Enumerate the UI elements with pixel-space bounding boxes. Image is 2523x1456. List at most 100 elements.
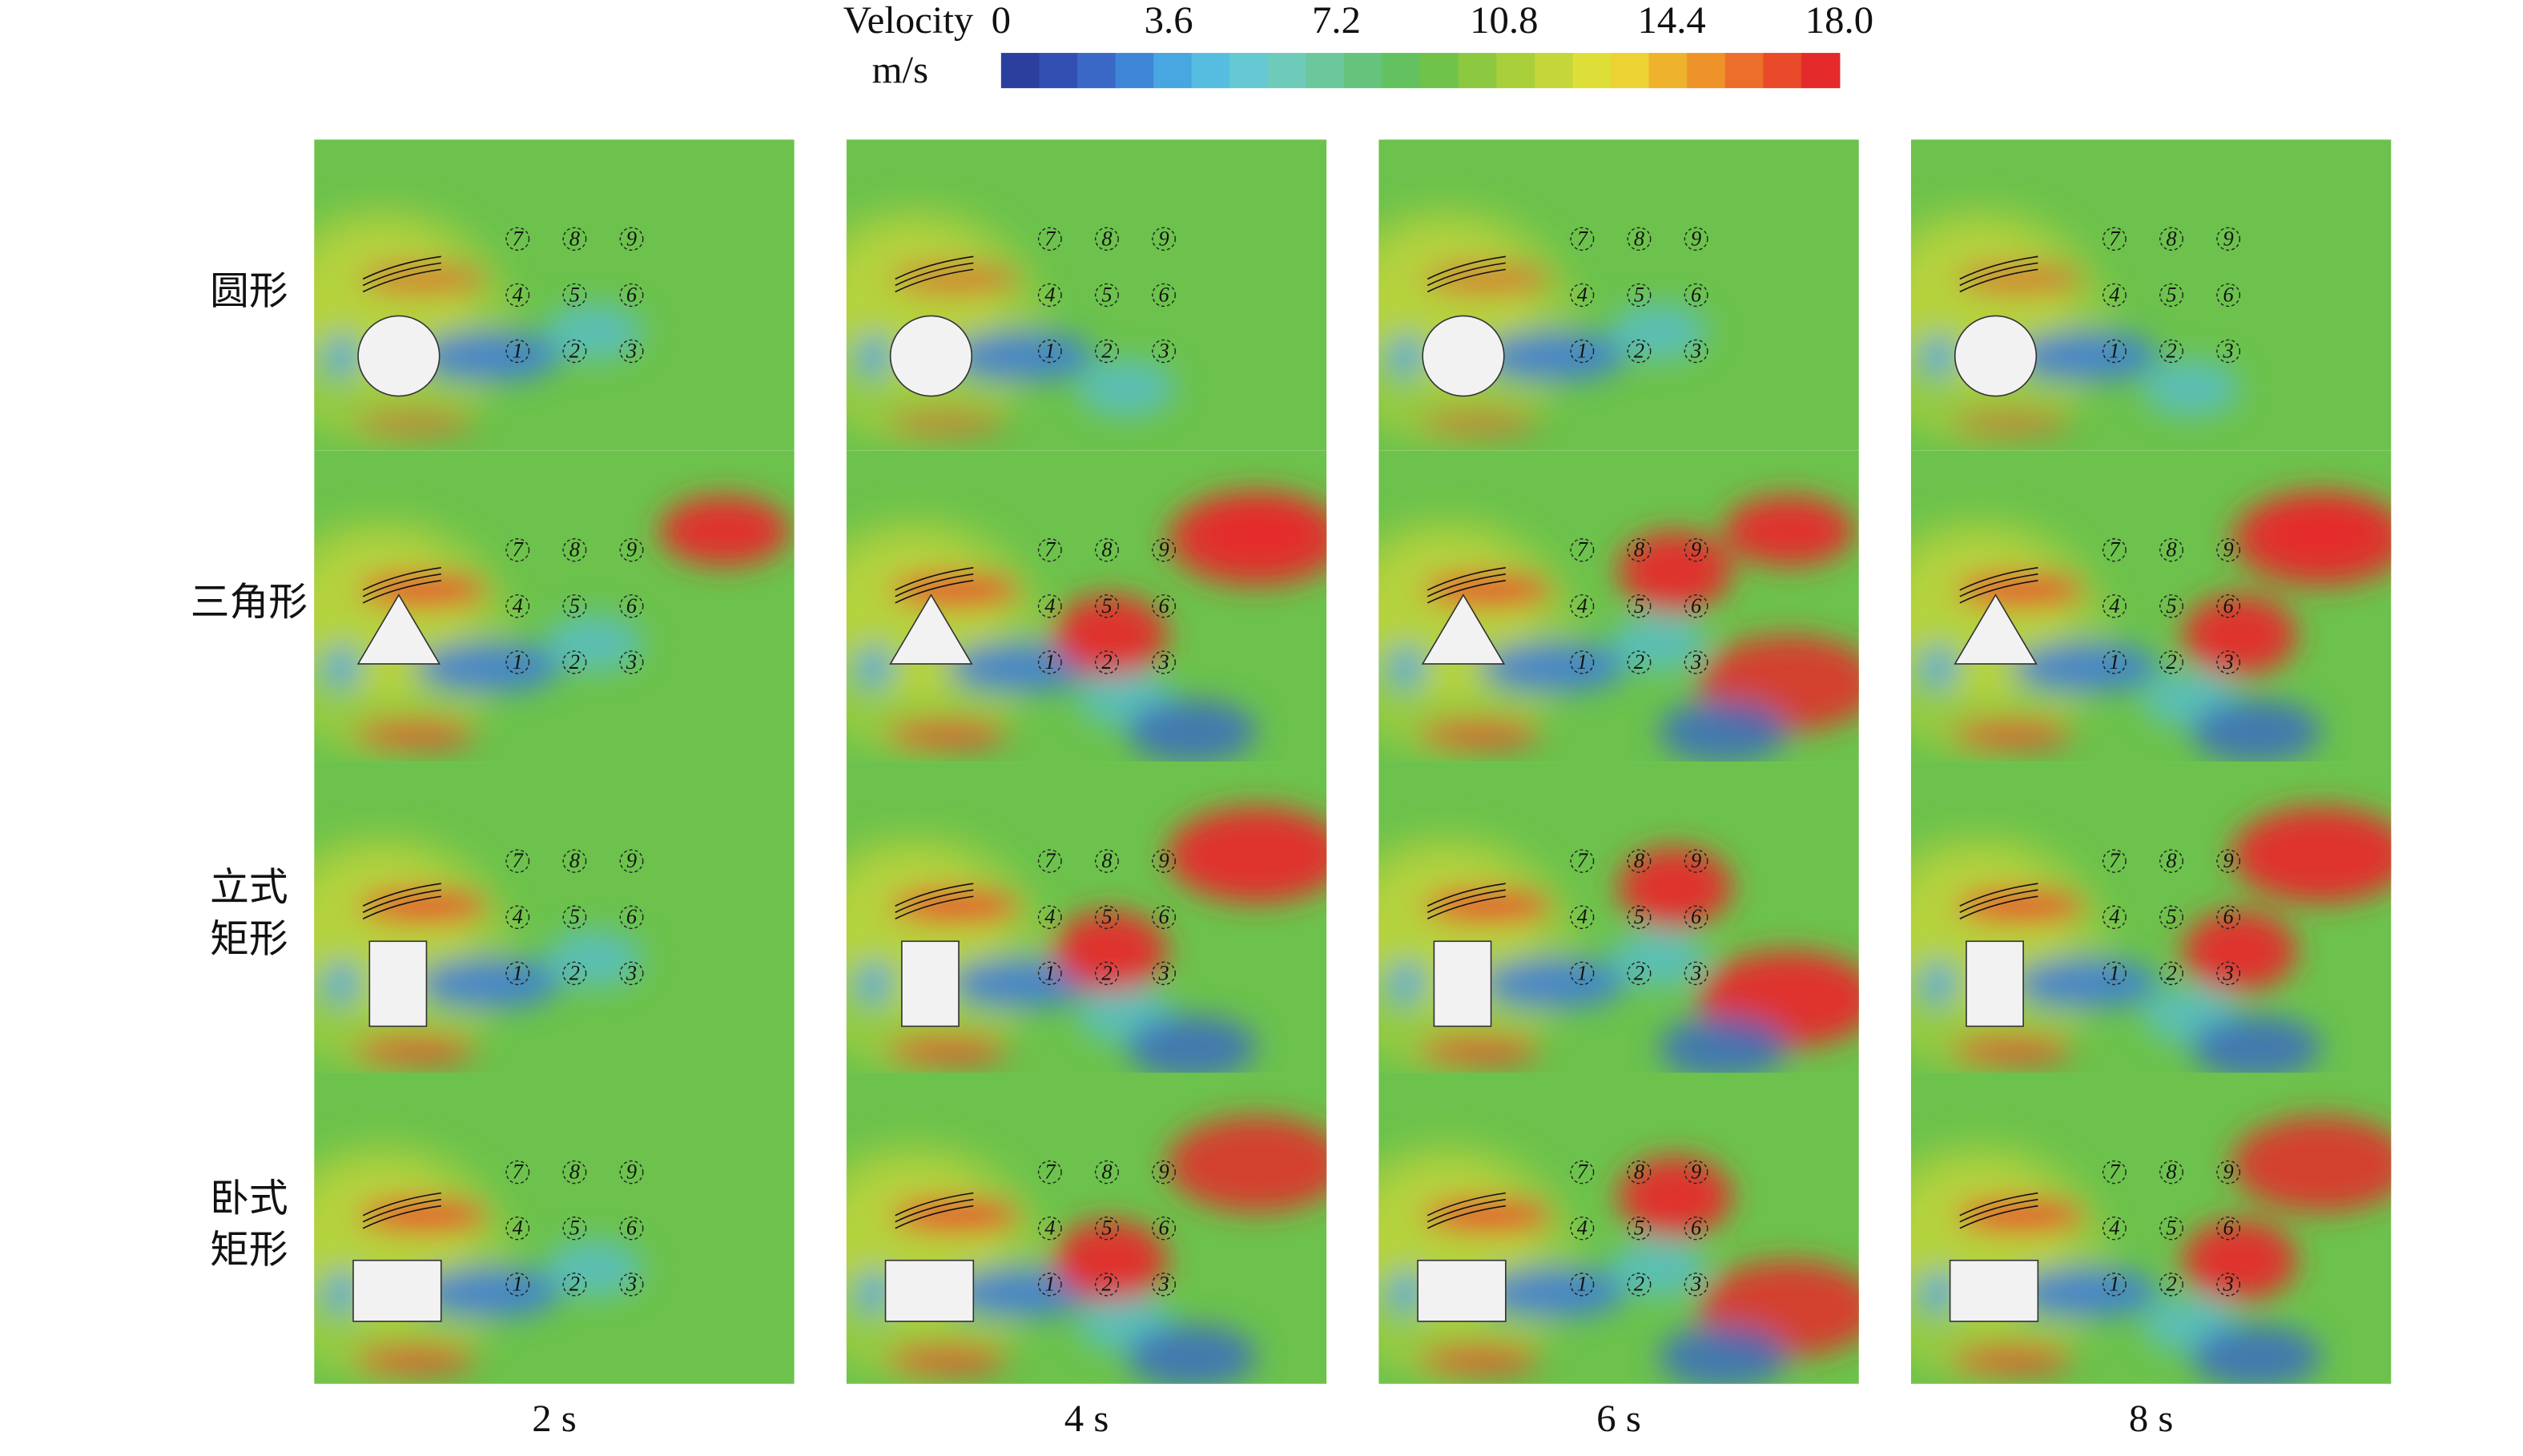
probe-ring [562, 650, 587, 674]
streamline [1426, 255, 1506, 280]
probe-ring [2102, 650, 2127, 674]
flow-blob [322, 960, 362, 1006]
probe-label: 9 [626, 1160, 637, 1184]
probe-ring [1152, 905, 1177, 929]
probe-ring [2159, 227, 2183, 251]
streamline [1426, 268, 1506, 293]
probe-label: 9 [1691, 849, 1701, 872]
probe-ring [505, 1216, 530, 1241]
probe-ring [1094, 1273, 1119, 1297]
probe-ring [1037, 849, 1062, 873]
probe-label: 3 [2223, 650, 2234, 674]
flow-blob [1422, 890, 1553, 923]
probe-ring [2159, 1273, 2183, 1297]
probe-label: 3 [2223, 1273, 2234, 1296]
flow-blob [1126, 1015, 1257, 1073]
probe-label: 1 [513, 340, 523, 363]
streamline [362, 580, 441, 604]
probe-ring [2216, 1273, 2241, 1297]
probe-ring [2159, 538, 2183, 562]
field: 1 2 3 4 5 6 7 8 9 [1378, 762, 1859, 1073]
streamline [895, 883, 974, 907]
flow-blob [1418, 1036, 1542, 1065]
probe-label: 3 [1157, 961, 1169, 984]
flow-blob [1950, 719, 2074, 750]
probe-label: 8 [2166, 227, 2176, 250]
flow-blob [545, 1239, 643, 1297]
streamline [1426, 883, 1506, 907]
probe-label: 4 [1577, 284, 1587, 307]
colorbar-swatch [1687, 53, 1726, 89]
streamline [362, 573, 441, 597]
probe-ring [1037, 283, 1062, 308]
probe-label: 1 [513, 961, 523, 984]
flow-blob [1479, 957, 1627, 1009]
probe-label: 2 [1101, 961, 1112, 984]
flow-blob [1658, 1015, 1789, 1073]
flow-blob [2191, 698, 2321, 762]
streamline [1426, 1192, 1506, 1217]
probe-label: 6 [1158, 905, 1169, 928]
row-label: 三角形 [191, 581, 308, 624]
probe-label: 6 [2223, 284, 2234, 307]
flow-blob [2183, 1220, 2297, 1301]
streamline [895, 566, 974, 591]
streamline [895, 895, 974, 919]
column-label: 4 s [1064, 1398, 1109, 1440]
probe-label: 2 [1101, 650, 1112, 674]
probe-label: 4 [513, 1217, 523, 1240]
probe-label: 7 [2109, 227, 2120, 250]
probe-label: 1 [1577, 961, 1587, 984]
probe-label: 8 [569, 1160, 580, 1184]
probe-label: 8 [2166, 1160, 2176, 1184]
probe-label: 5 [1634, 1217, 1644, 1240]
flow-blob [1919, 333, 1958, 379]
colorbar-tick-label: 0 [992, 0, 1011, 42]
probe-ring [1627, 1273, 1652, 1297]
probe-ring [1094, 339, 1119, 364]
colorbar-unit: m/s [872, 49, 928, 91]
probe-label: 7 [513, 227, 524, 250]
probe-label: 3 [626, 340, 637, 363]
probe-ring [2159, 339, 2183, 364]
probe-ring [1684, 849, 1708, 873]
obstacle [1433, 940, 1492, 1028]
probe-ring [505, 650, 530, 674]
probe-ring [1627, 283, 1652, 308]
probe-ring [2216, 538, 2241, 562]
probe-label: 8 [1101, 227, 1112, 250]
streamline [895, 580, 974, 604]
streamline [895, 1198, 974, 1223]
probe-ring [505, 1160, 530, 1185]
flow-blob [1077, 359, 1176, 417]
flow-blob [1724, 495, 1854, 566]
probe-ring [1037, 1216, 1062, 1241]
probe-ring [619, 538, 644, 562]
probe-label: 8 [1101, 1160, 1112, 1184]
probe-ring [1570, 1160, 1595, 1185]
probe-label: 9 [626, 227, 637, 250]
probe-label: 8 [2166, 538, 2176, 561]
obstacle [1417, 1259, 1507, 1322]
flow-blob [1386, 333, 1426, 379]
streamline [895, 1192, 974, 1217]
streamline [1959, 566, 2038, 591]
colorbar-swatch [1306, 53, 1346, 89]
probe-ring [562, 594, 587, 618]
probe-label: 4 [513, 905, 523, 928]
column-label: 8 s [2129, 1398, 2174, 1440]
probe-ring [2102, 1216, 2127, 1241]
probe-ring [505, 849, 530, 873]
flow-blob [1919, 1269, 1958, 1315]
colorbar-swatch [1534, 53, 1574, 89]
probe-label: 5 [1634, 905, 1644, 928]
probe-label: 3 [626, 961, 637, 984]
flow-blob [353, 719, 477, 750]
probe-ring [1684, 227, 1708, 251]
probe-label: 4 [1044, 284, 1055, 307]
probe-label: 3 [1690, 340, 1701, 363]
streamline [1959, 573, 2038, 597]
probe-ring [2216, 283, 2241, 308]
flow-blob [545, 930, 643, 988]
probe-ring [619, 1216, 644, 1241]
